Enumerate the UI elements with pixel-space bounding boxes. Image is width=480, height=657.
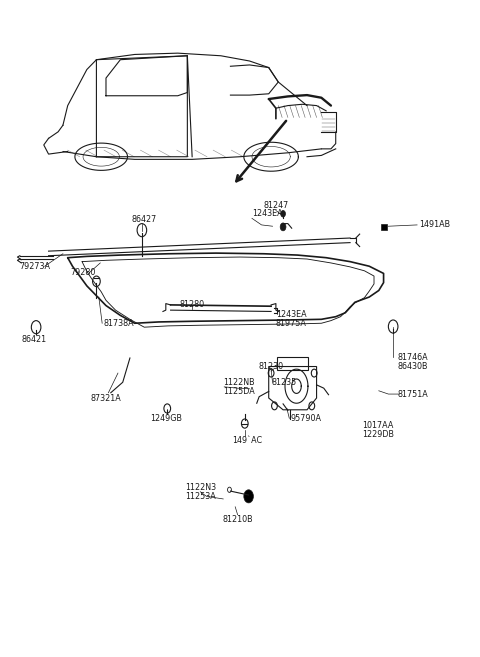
Text: 1491AB: 1491AB (420, 220, 451, 229)
Text: 1122NB: 1122NB (223, 378, 255, 387)
Text: 86421: 86421 (22, 335, 47, 344)
Text: 81751A: 81751A (398, 390, 429, 399)
Text: 81280: 81280 (180, 300, 204, 309)
Text: 81738A: 81738A (104, 319, 134, 328)
Text: 87321A: 87321A (91, 394, 121, 403)
Text: 81746A: 81746A (398, 353, 429, 362)
Text: 1125DA: 1125DA (223, 387, 255, 396)
Text: 86427: 86427 (132, 215, 157, 223)
Text: 81247: 81247 (263, 202, 288, 210)
Text: 1122N3: 1122N3 (185, 483, 216, 491)
Circle shape (241, 419, 248, 428)
Text: 79273A: 79273A (20, 261, 51, 271)
Circle shape (280, 223, 286, 231)
Text: 79280: 79280 (70, 268, 96, 277)
Text: 86430B: 86430B (398, 362, 429, 371)
Text: 81230: 81230 (259, 362, 284, 371)
Circle shape (281, 210, 286, 217)
Text: 1243EA: 1243EA (276, 309, 307, 319)
Text: 1017AA: 1017AA (362, 421, 394, 430)
Text: 95790A: 95790A (290, 414, 321, 423)
Circle shape (244, 489, 253, 503)
Polygon shape (381, 223, 387, 230)
Circle shape (93, 276, 100, 286)
Text: 81975A: 81975A (276, 319, 307, 328)
Text: 81210B: 81210B (222, 514, 253, 524)
Text: 1249GB: 1249GB (150, 414, 182, 422)
Text: 81235: 81235 (271, 378, 296, 387)
Text: 1243EA: 1243EA (252, 210, 283, 218)
Text: 149`AC: 149`AC (232, 436, 262, 445)
Text: 11253A: 11253A (185, 492, 216, 501)
Text: 1229DB: 1229DB (362, 430, 394, 440)
